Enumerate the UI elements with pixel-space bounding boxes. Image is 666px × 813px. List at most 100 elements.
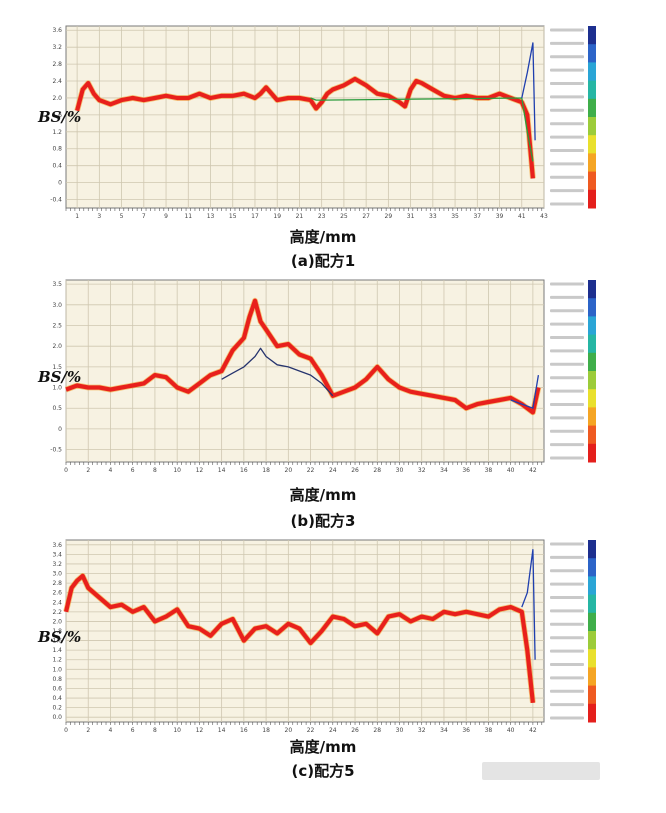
color-scale-segment [588,135,596,154]
x-tick-label: 24 [329,727,337,734]
x-tick-label: 12 [196,727,204,734]
series-line-1 [221,347,334,397]
y-tick-label: 2.8 [52,61,62,68]
legend-entry-mark [550,95,584,99]
x-tick-label: 20 [285,727,293,734]
legend-entry-mark [550,542,584,546]
x-tick-label: 28 [373,727,381,734]
x-tick-label: 6 [131,467,135,474]
color-scale-segment [588,80,596,100]
x-tick-label: 8 [153,467,157,474]
x-axis-label-a: 高度/mm [289,228,357,246]
color-scale-segment [588,371,596,390]
x-tick-label: 10 [173,467,181,474]
x-axis-label-b: 高度/mm [289,486,357,504]
color-scale-segment [588,631,596,650]
y-tick-label: 2.8 [52,580,62,587]
color-scale-segment [588,171,596,191]
legend-entry-mark [550,175,584,179]
legend-entry-mark [550,555,584,559]
legend-entry-mark [550,322,584,326]
series-line-2 [510,374,540,409]
x-tick-label: 10 [173,727,181,734]
x-tick-label: 37 [473,213,481,220]
y-tick-label: 0.8 [52,676,62,683]
y-tick-label: 1.6 [52,112,62,119]
legend-entry-mark [550,162,584,166]
color-scale-segment [588,62,596,82]
x-tick-label: 30 [396,727,404,734]
x-tick-label: 16 [240,727,248,734]
legend-entry-mark [550,336,584,340]
legend-entry-mark [550,108,584,112]
y-tick-label: 1.0 [52,385,62,392]
x-tick-label: 19 [273,213,281,220]
color-scale-segment [588,153,596,173]
legend-entry-mark [550,309,584,313]
x-tick-label: 4 [109,727,113,734]
x-tick-label: 42 [529,727,537,734]
y-tick-label: -0.5 [50,447,62,454]
x-tick-label: 42 [529,467,537,474]
y-tick-label: 1.8 [52,628,62,635]
legend-entry-mark [550,376,584,380]
y-axis-label-b: BS/% [38,368,82,386]
y-axis-label-a: BS/% [38,108,82,126]
legend-entry-mark [550,135,584,139]
x-tick-label: 23 [318,213,326,220]
color-scale-segment [588,189,596,209]
x-tick-label: 40 [507,727,515,734]
color-scale-segment [588,558,596,577]
x-tick-label: 30 [396,467,404,474]
x-tick-label: 32 [418,727,426,734]
x-tick-label: 24 [329,467,337,474]
y-tick-label: 1.2 [52,657,62,664]
y-tick-label: 1.4 [52,647,62,654]
x-tick-label: 41 [518,213,526,220]
x-tick-label: 6 [131,727,135,734]
color-scale-segment [588,540,596,559]
x-tick-label: 17 [251,213,259,220]
x-tick-label: 18 [262,467,270,474]
x-tick-label: 36 [462,467,470,474]
y-tick-label: 0.4 [52,695,62,702]
y-tick-label: -0.4 [50,197,62,204]
y-tick-label: 3.5 [52,281,62,288]
legend-entry-mark [550,68,584,72]
x-tick-label: 18 [262,727,270,734]
x-tick-label: 5 [120,213,124,220]
y-tick-label: 2.0 [52,618,62,625]
y-tick-label: 0.4 [52,163,62,170]
legend-entry-mark [550,703,584,707]
x-tick-label: 0 [64,467,68,474]
y-tick-label: 3.4 [52,551,62,558]
y-tick-label: 0 [58,426,62,433]
series-line-1 [310,97,534,162]
y-tick-label: 3.2 [52,561,62,568]
x-tick-label: 27 [362,213,370,220]
y-tick-label: 0.6 [52,685,62,692]
y-tick-label: 2.0 [52,95,62,102]
legend-entry-mark [550,416,584,420]
watermark-bar [482,762,600,780]
color-scale-segment [588,703,596,723]
x-tick-label: 13 [207,213,215,220]
x-tick-label: 32 [418,467,426,474]
x-tick-label: 14 [218,467,226,474]
y-tick-label: 3.6 [52,27,62,34]
series-line-2 [521,42,536,141]
series-line-0 [65,298,541,415]
legend-entry-mark [550,349,584,353]
caption-b: (b)配方3 [290,512,356,530]
legend-entry-mark [550,362,584,366]
x-tick-label: 33 [429,213,437,220]
legend-entry-mark [550,443,584,447]
plot-area [65,25,545,209]
x-tick-label: 9 [164,213,168,220]
legend-entry-mark [550,82,584,86]
x-tick-label: 31 [407,213,415,220]
x-tick-label: 7 [142,213,146,220]
legend-entry-mark [550,662,584,666]
x-tick-label: 29 [385,213,393,220]
